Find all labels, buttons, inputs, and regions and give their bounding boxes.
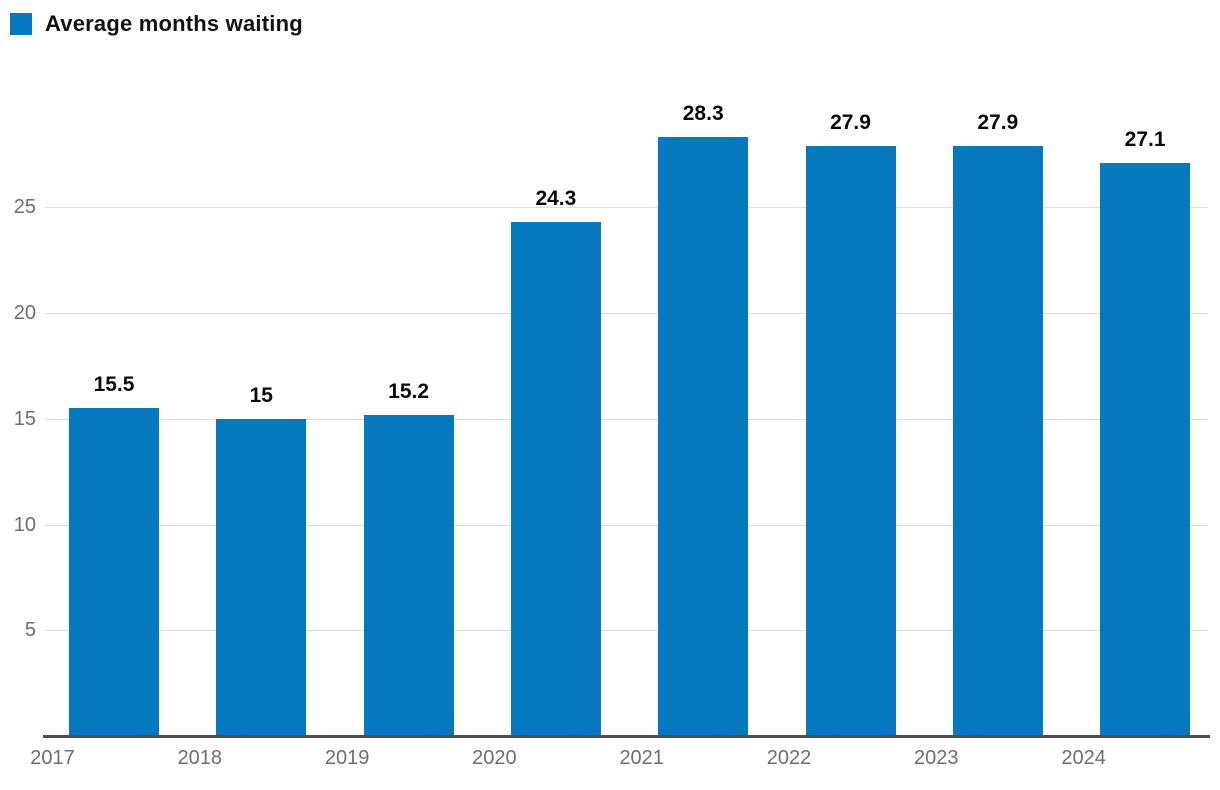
- y-axis-tick-label: 25: [13, 196, 36, 219]
- x-axis-tick-label: 2023: [914, 747, 959, 769]
- x-axis-tick-label: 2022: [766, 747, 812, 769]
- gridline-y15: [45, 418, 1208, 420]
- y-axis-tick-label: 10: [13, 513, 36, 536]
- y-axis-tick-label: 5: [24, 619, 36, 642]
- bar-2020[interactable]: [510, 222, 601, 736]
- bar-value-label: 27.1: [1124, 127, 1166, 151]
- chart-legend: Average months waiting: [10, 11, 303, 37]
- bar-2017[interactable]: [69, 408, 159, 736]
- x-axis-line: [43, 735, 1210, 738]
- x-axis-tick-label: 2018: [177, 747, 223, 769]
- x-axis-tick-label: 2019: [324, 747, 370, 769]
- bar-2018[interactable]: [216, 418, 307, 736]
- bar-value-label: 24.3: [535, 187, 577, 211]
- gridline-y25: [45, 207, 1208, 209]
- bar-value-label: 27.9: [830, 110, 871, 134]
- bar-2021[interactable]: [658, 137, 749, 736]
- bar-2022[interactable]: [805, 145, 896, 736]
- gridline-y10: [45, 524, 1208, 526]
- bar-value-label: 27.9: [977, 110, 1019, 134]
- bar-2024[interactable]: [1100, 162, 1191, 736]
- y-axis-tick-label: 20: [13, 302, 36, 324]
- bar-value-label: 15.2: [388, 379, 430, 403]
- legend-label: Average months waiting: [45, 11, 303, 36]
- bar-2023[interactable]: [952, 145, 1043, 736]
- x-axis-tick-label: 2017: [30, 747, 75, 769]
- gridline-y5: [45, 630, 1208, 632]
- bar-value-label: 28.3: [682, 102, 724, 126]
- legend-swatch-icon: [10, 13, 32, 35]
- bar-value-label: 15: [249, 383, 273, 407]
- x-axis-tick-label: 2024: [1061, 747, 1106, 769]
- x-axis-tick-label: 2021: [619, 747, 664, 769]
- x-axis-tick-label: 2020: [472, 747, 517, 769]
- y-axis-tick-label: 15: [13, 407, 36, 430]
- bar-2019[interactable]: [363, 414, 454, 736]
- bar-value-label: 15.5: [93, 373, 135, 397]
- gridline-y20: [45, 313, 1208, 314]
